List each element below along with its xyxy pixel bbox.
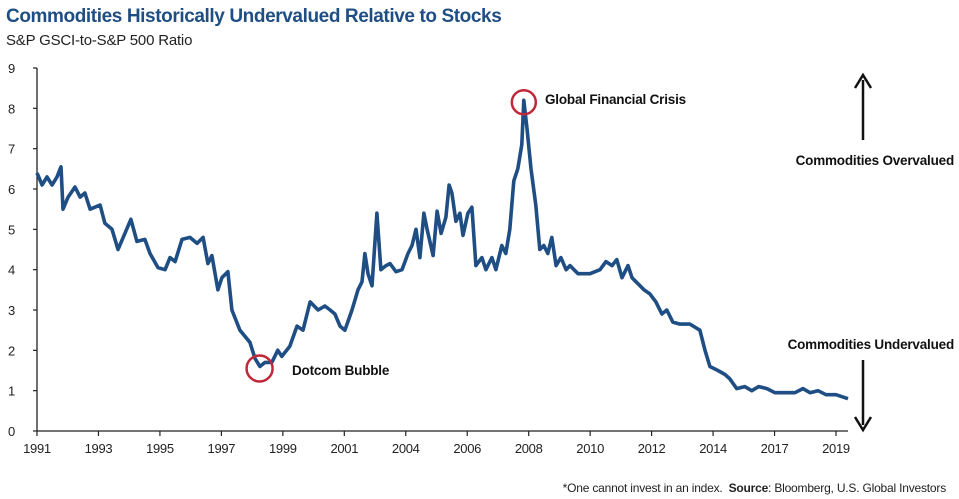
- dotcom-annotation: Dotcom Bubble: [292, 363, 390, 378]
- y-tick-label: 9: [8, 61, 15, 76]
- y-tick-label: 1: [8, 384, 15, 399]
- x-tick-label: 1995: [146, 441, 174, 456]
- overvalued-label: Commodities Overvalued: [796, 153, 954, 168]
- footnote: *One cannot invest in an index. Source: B…: [563, 481, 947, 495]
- y-tick-label: 0: [8, 424, 15, 439]
- footnote-source-text: : Bloomberg, U.S. Global Investors: [768, 481, 946, 495]
- x-tick-label: 1999: [269, 441, 297, 456]
- chart-subtitle: S&P GSCI-to-S&P 500 Ratio: [6, 32, 192, 49]
- x-axis: 1991 1993 1995 1997 1999 2001 2004 2006 2008 2010…: [23, 430, 850, 456]
- x-tick-label: 2019: [822, 441, 850, 456]
- y-tick-label: 2: [8, 343, 15, 358]
- x-tick-label: 2014: [699, 441, 727, 456]
- x-tick-label: 2001: [330, 441, 358, 456]
- y-axis: 0 1 2 3 4 5 6 7 8 9: [8, 61, 38, 439]
- y-tick-label: 5: [8, 222, 15, 237]
- y-tick-label: 3: [8, 303, 15, 318]
- x-tick-label: 2012: [638, 441, 666, 456]
- chart-title: Commodities Historically Undervalued Rel…: [6, 6, 501, 27]
- footnote-note: *One cannot invest in an index.: [563, 481, 723, 495]
- x-tick-label: 2010: [576, 441, 604, 456]
- y-tick-label: 8: [8, 101, 15, 116]
- x-tick-label: 2008: [515, 441, 543, 456]
- footnote-source-label: Source: [729, 481, 769, 495]
- x-tick-label: 2017: [761, 441, 789, 456]
- x-tick-label: 1997: [208, 441, 236, 456]
- y-tick-label: 6: [8, 182, 15, 197]
- gfc-annotation: Global Financial Crisis: [545, 92, 686, 107]
- x-tick-label: 2004: [392, 441, 420, 456]
- x-tick-label: 1993: [85, 441, 113, 456]
- up-arrow-icon: [853, 72, 873, 140]
- series-line: [35, 98, 849, 401]
- x-tick-label: 2006: [453, 441, 481, 456]
- gfc-highlight-circle: [510, 89, 538, 116]
- x-tick-label: 1991: [23, 441, 51, 456]
- dotcom-highlight-circle: [245, 354, 274, 383]
- y-tick-label: 7: [8, 142, 15, 157]
- y-tick-label: 4: [8, 263, 15, 278]
- undervalued-label: Commodities Undervalued: [788, 337, 954, 352]
- down-arrow-icon: [853, 360, 873, 433]
